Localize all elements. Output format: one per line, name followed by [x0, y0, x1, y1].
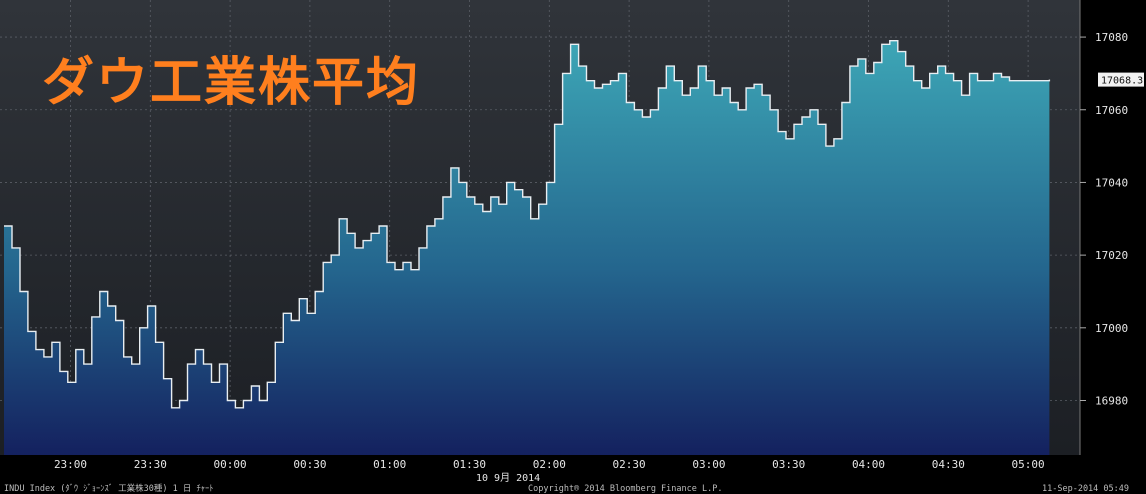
price-area: [4, 40, 1050, 455]
y-axis-ticks: 16980 17000 17020 17040 17060 17080: [1080, 31, 1128, 407]
y-tick-label: 17040: [1095, 176, 1128, 189]
x-tick-label: 23:30: [134, 458, 167, 471]
x-tick-label: 01:30: [453, 458, 486, 471]
y-tick-label: 17080: [1095, 31, 1128, 44]
price-line: [4, 40, 1051, 409]
y-tick-label: 17000: [1095, 322, 1128, 335]
chart-title: ダウ工業株平均: [42, 53, 421, 113]
x-tick-label: 03:30: [772, 458, 805, 471]
last-value-marker: 17068.3: [1098, 72, 1144, 87]
x-tick-label: 05:00: [1012, 458, 1045, 471]
x-tick-label: 02:30: [613, 458, 646, 471]
x-tick-label: 00:30: [293, 458, 326, 471]
x-tick-label: 01:00: [373, 458, 406, 471]
x-axis-ticks: 23:00 23:30 00:00 00:30 01:00 01:30 02:00 02:30…: [54, 458, 1045, 471]
footer-right: 11-Sep-2014 05:49: [1042, 484, 1129, 494]
x-tick-label: 00:00: [214, 458, 247, 471]
y-tick-label: 16980: [1095, 394, 1128, 407]
y-tick-label: 17060: [1095, 104, 1128, 117]
date-label: 10 9月 2014: [476, 472, 540, 484]
x-tick-label: 04:30: [932, 458, 965, 471]
footer-background: [0, 455, 1146, 494]
x-tick-label: 03:00: [692, 458, 725, 471]
x-tick-label: 04:00: [852, 458, 885, 471]
last-value-label: 17068.3: [1101, 76, 1143, 87]
y-tick-label: 17020: [1095, 249, 1128, 262]
x-tick-label: 23:00: [54, 458, 87, 471]
x-tick-label: 02:00: [533, 458, 566, 471]
footer-center: Copyright® 2014 Bloomberg Finance L.P.: [528, 484, 722, 494]
footer-left: INDU Index (ﾀﾞｳ ｼﾞｮｰﾝｽﾞ 工業株30種) 1 日 ﾁｬｰﾄ: [4, 483, 213, 494]
